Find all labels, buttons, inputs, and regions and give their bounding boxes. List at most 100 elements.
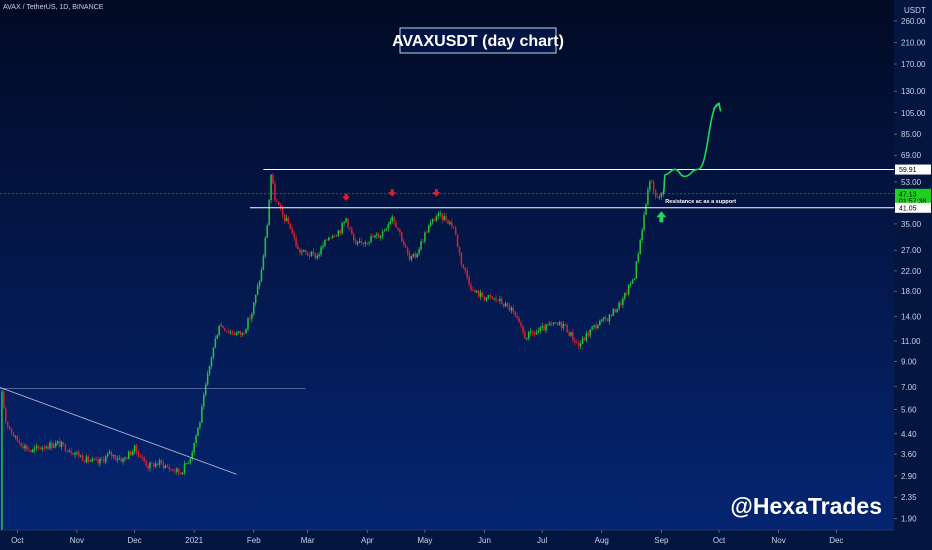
candle — [593, 324, 595, 330]
candle — [128, 450, 130, 459]
candle — [443, 212, 445, 222]
candle-body — [231, 332, 234, 334]
candle-body — [87, 456, 90, 462]
candle — [324, 239, 326, 248]
time-axis[interactable]: Oct Nov Dec 2021 Feb Mar Apr May Jun Jul Aug Sep Oct… — [0, 529, 894, 550]
candle-body — [43, 447, 45, 449]
projection-path[interactable] — [662, 102, 720, 195]
annotation-text: Resistance ac as a support — [665, 199, 736, 205]
candle-body — [560, 322, 563, 328]
candle — [374, 235, 376, 238]
candle-body — [178, 468, 180, 473]
candle-body — [310, 251, 313, 257]
candle — [35, 443, 38, 451]
candle-body — [577, 342, 580, 347]
candle — [249, 314, 251, 321]
downtrend-line[interactable] — [0, 384, 237, 475]
candle-body — [78, 452, 80, 457]
candle — [206, 370, 209, 386]
candle — [126, 456, 128, 461]
time-tick-label: Sep — [654, 536, 669, 545]
candle-body — [26, 445, 28, 450]
candle — [404, 242, 407, 248]
candle — [472, 286, 474, 292]
candle-body — [216, 335, 219, 339]
candle — [110, 450, 113, 460]
candle — [176, 467, 178, 475]
candle-body — [226, 331, 228, 332]
candle — [568, 329, 570, 337]
candle-body — [618, 302, 620, 309]
candle — [212, 347, 215, 360]
candle-body — [602, 317, 605, 320]
candle-body — [477, 290, 480, 297]
price-tick-label: 130.00 — [901, 87, 926, 96]
candle — [291, 225, 294, 235]
candle — [574, 337, 576, 346]
candle — [441, 213, 443, 224]
candle-body — [549, 323, 551, 326]
candle-body — [606, 318, 609, 322]
candle-body — [589, 329, 592, 336]
price-axis[interactable]: 260.00 210.00 170.00 130.00 105.00 85.00 69.00… — [894, 0, 932, 550]
candle — [491, 296, 493, 300]
candle-body — [53, 446, 55, 448]
candle-body — [285, 218, 288, 222]
candle — [216, 334, 219, 339]
candle-body — [493, 298, 495, 299]
candle — [650, 179, 653, 184]
candle-body — [31, 449, 34, 453]
candle-body — [470, 284, 472, 290]
candle-body — [510, 307, 513, 311]
candle-body — [56, 441, 59, 443]
candle-body — [64, 444, 67, 451]
price-tick-label: 3.60 — [901, 450, 917, 459]
candle — [654, 189, 657, 200]
candle-body — [112, 454, 115, 457]
candle — [28, 446, 30, 452]
candle — [576, 339, 578, 344]
candle-body — [249, 318, 251, 320]
candle-body — [343, 221, 345, 224]
candle — [170, 467, 172, 472]
candle — [622, 296, 624, 308]
time-tick-label: Aug — [595, 536, 609, 545]
candle-body — [531, 331, 534, 333]
candle-body — [399, 229, 401, 233]
candle — [183, 460, 186, 476]
candle-body — [354, 240, 357, 245]
candle-body — [76, 452, 78, 454]
candle — [195, 434, 197, 447]
candle-body — [41, 447, 44, 450]
candle — [362, 242, 365, 247]
candle-body — [439, 213, 442, 215]
candle — [522, 325, 524, 336]
candle — [391, 214, 393, 225]
candle-body — [460, 252, 463, 265]
candle-body — [83, 460, 86, 463]
candle — [570, 331, 572, 337]
candle — [74, 451, 76, 459]
candle — [214, 335, 217, 349]
candle-body — [504, 303, 507, 307]
candle — [647, 186, 649, 206]
candle-body — [545, 324, 547, 331]
candle-body — [301, 251, 303, 253]
candle-body — [581, 338, 584, 344]
candle — [143, 456, 145, 463]
candle-body — [564, 323, 567, 326]
candle — [564, 323, 567, 327]
candle-body — [424, 232, 426, 242]
candle — [158, 458, 161, 468]
support-arrow — [656, 211, 667, 223]
candle — [162, 460, 165, 472]
price-tick-label: 170.00 — [901, 60, 926, 69]
candle — [449, 220, 451, 226]
candle — [487, 295, 490, 300]
candle — [185, 463, 188, 465]
candle — [60, 440, 63, 450]
candle — [297, 242, 299, 250]
candle — [470, 281, 472, 293]
